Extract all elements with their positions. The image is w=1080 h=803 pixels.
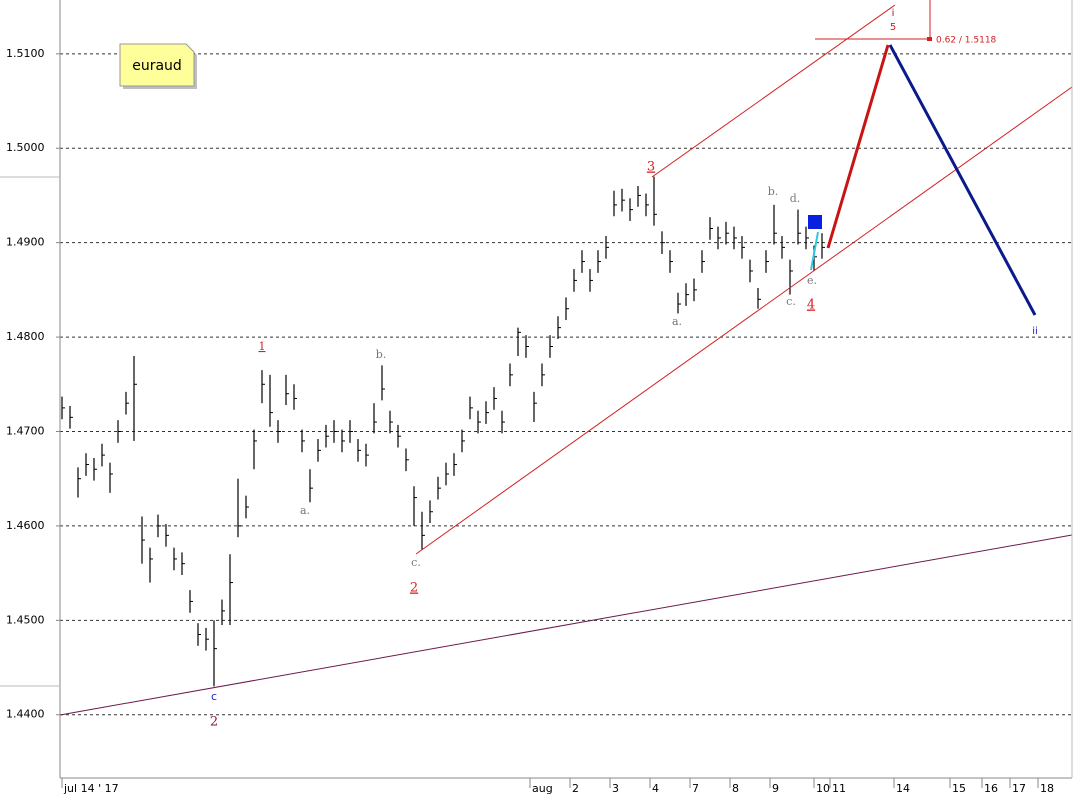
price-bars <box>61 176 825 687</box>
annotation: b. <box>376 348 387 361</box>
grid <box>60 53 1072 716</box>
y-tick-label: 1.5000 <box>6 141 45 154</box>
annotation: 1 <box>259 340 266 353</box>
annotation: 4 <box>807 298 815 313</box>
x-tick-label: 7 <box>692 782 699 795</box>
annotation: c. <box>786 295 796 308</box>
annotation: c. <box>411 556 421 569</box>
support-line <box>59 534 1073 716</box>
x-tick-label: 3 <box>612 782 619 795</box>
annotation: c <box>211 690 217 703</box>
annotation: 2 <box>210 715 218 730</box>
y-tick-label: 1.4400 <box>6 708 45 721</box>
axis-labels: 1.4400 1.4500 1.4600 1.4700 1.4800 1.4900 1.50… <box>6 47 1054 795</box>
note-box <box>119 43 195 87</box>
annotation: 0.62 / 1.5118 <box>936 36 997 46</box>
chart-title: euraud <box>132 58 182 74</box>
x-tick-label: 2 <box>572 782 579 795</box>
x-tick-label: 11 <box>832 782 846 795</box>
y-tick-label: 1.4500 <box>6 613 45 626</box>
annotation: i <box>892 8 895 19</box>
target-marker <box>927 37 932 41</box>
annotation: 5 <box>890 22 896 33</box>
annotation: b. <box>768 185 779 198</box>
x-tick-label: 14 <box>896 782 910 795</box>
x-tick-label: 4 <box>652 782 659 795</box>
channel-lower <box>415 86 1073 555</box>
annotation: e. <box>807 274 817 287</box>
x-tick-label: 16 <box>984 782 998 795</box>
annotation: 3 <box>647 160 655 175</box>
y-tick-label: 1.4600 <box>6 519 45 532</box>
y-tick-label: 1.4900 <box>6 236 45 249</box>
y-tick-label: 1.4700 <box>6 424 45 437</box>
x-tick-label: 17 <box>1012 782 1026 795</box>
x-tick-label: aug <box>532 782 553 795</box>
projection-wave-5 <box>826 44 890 249</box>
x-tick-label: 10 <box>816 782 830 795</box>
x-tick-label: jul 14 ' 17 <box>63 782 119 795</box>
x-tick-label: 8 <box>732 782 739 795</box>
cyan-marker <box>810 231 819 271</box>
y-tick-label: 1.5100 <box>6 47 45 60</box>
channel-upper <box>651 4 896 178</box>
current-marker <box>808 215 822 229</box>
annotation: a. <box>672 315 682 328</box>
x-tick-label: 9 <box>772 782 779 795</box>
x-tick-label: 15 <box>952 782 966 795</box>
annotation: d. <box>790 192 801 205</box>
y-tick-label: 1.4800 <box>6 330 45 343</box>
x-tick-label: 18 <box>1040 782 1054 795</box>
annotation: ii <box>1032 326 1038 337</box>
annotation: 2 <box>410 581 418 596</box>
projection-wave-ii <box>888 44 1037 316</box>
annotation: a. <box>300 504 310 517</box>
